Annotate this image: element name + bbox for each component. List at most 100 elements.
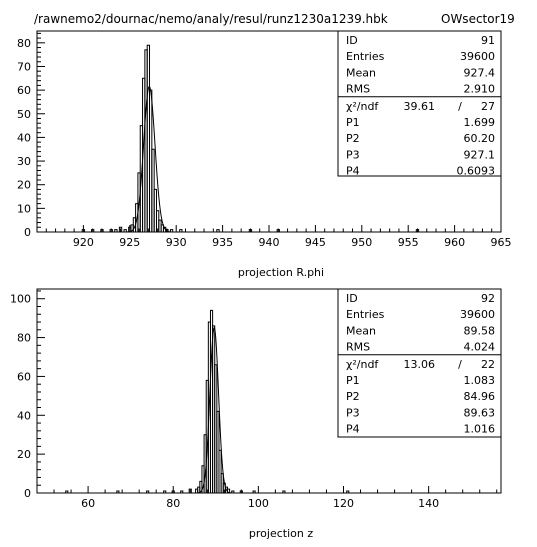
stats-param-value: 89.63 — [464, 406, 496, 419]
stats-chi2-ndf: 27 — [481, 100, 495, 113]
histogram-bin — [109, 229, 113, 232]
y-tick-label: 20 — [17, 448, 31, 461]
stats-chi2-label: χ²/ndf — [346, 358, 379, 371]
stats-param-label: P3 — [346, 406, 360, 419]
x-tick-label: 120 — [333, 497, 354, 510]
stats-rms-value: 4.024 — [464, 341, 496, 354]
y-tick-label: 80 — [17, 332, 31, 345]
stats-entries-value: 39600 — [460, 308, 495, 321]
stats-entries-label: Entries — [346, 308, 385, 321]
stats-param-value: 84.96 — [464, 390, 496, 403]
stats-param-label: P4 — [346, 165, 360, 178]
stats-param-value: 1.016 — [464, 423, 496, 436]
histogram-bin — [163, 490, 167, 493]
x-tick-label: 60 — [81, 497, 95, 510]
histogram-bin — [188, 488, 192, 493]
stats-param-label: P1 — [346, 374, 360, 387]
stats-chi2-label: χ²/ndf — [346, 100, 379, 113]
histogram-bin — [171, 490, 175, 493]
histogram-bin — [415, 229, 420, 232]
x-tick-label: 950 — [351, 236, 372, 249]
histogram-bin — [165, 229, 169, 232]
x-tick-label: 965 — [491, 236, 512, 249]
stats-mean-label: Mean — [346, 324, 376, 337]
stats-param-label: P4 — [346, 423, 360, 436]
x-tick-label: 940 — [259, 236, 280, 249]
stats-rms-value: 2.910 — [464, 83, 496, 96]
y-tick-label: 30 — [17, 155, 31, 168]
histogram-bin — [114, 229, 118, 232]
x-tick-label: 955 — [398, 236, 419, 249]
histogram-bin — [346, 490, 350, 493]
stats-chi2-ndf: 22 — [481, 358, 495, 371]
histogram-bin — [239, 490, 243, 493]
y-tick-label: 40 — [17, 409, 31, 422]
stats-param-value: 0.6093 — [457, 165, 496, 178]
y-tick-label: 80 — [17, 37, 31, 50]
histogram-bin — [216, 229, 220, 232]
stats-param-value: 1.699 — [464, 116, 496, 129]
histogram-bin — [169, 229, 174, 232]
histogram-bin — [276, 229, 280, 232]
stats-param-value: 927.1 — [464, 148, 496, 161]
histogram-bin — [146, 490, 150, 493]
histogram-bin — [231, 490, 235, 493]
x-tick-label: 140 — [418, 497, 439, 510]
x-tick-label: 930 — [166, 236, 187, 249]
histogram-bin — [218, 449, 222, 493]
histogram-bin — [123, 229, 127, 232]
stats-param-value: 60.20 — [464, 132, 496, 145]
histogram-bin — [65, 490, 69, 493]
stats-entries-value: 39600 — [460, 50, 495, 63]
y-tick-label: 100 — [10, 293, 31, 306]
stats-param-label: P2 — [346, 390, 360, 403]
histogram-bin — [252, 490, 256, 493]
histogram-panel-1: 920 925 930 935 940 945 950 955 960 965 0 10 20 30 40 5… — [17, 30, 512, 279]
x-tick-label: 100 — [248, 497, 269, 510]
y-tick-label: 0 — [24, 226, 31, 239]
x-tick-label: 80 — [166, 497, 180, 510]
stats-chi2-value: 39.61 — [404, 100, 436, 113]
stats-rms-label: RMS — [346, 341, 370, 354]
histogram-panel-2: 60 80 100 120 140 0 20 40 60 80 100 projection z ID 9… — [10, 288, 502, 540]
histogram-bin — [91, 229, 95, 232]
histogram-bin — [100, 229, 104, 232]
stats-box-frame — [337, 30, 502, 177]
histogram-bin — [179, 229, 183, 232]
x-axis-label: projection R.phi — [238, 266, 324, 279]
y-tick-label: 20 — [17, 179, 31, 192]
x-tick-label: 960 — [444, 236, 465, 249]
fit-curve — [192, 327, 236, 494]
y-tick-label: 70 — [17, 60, 31, 73]
x-tick-label: 935 — [212, 236, 233, 249]
histogram-bins — [65, 309, 350, 493]
stats-param-value: 1.083 — [464, 374, 496, 387]
stats-id-value: 92 — [481, 292, 495, 305]
stats-box-frame — [337, 288, 502, 438]
y-tick-label: 50 — [17, 108, 31, 121]
x-axis-label: projection z — [249, 527, 313, 540]
x-tick-label: 925 — [119, 236, 140, 249]
file-path-title: /rawnemo2/dournac/nemo/analy/resul/runz1… — [34, 12, 388, 26]
stats-chi2-separator: / — [458, 358, 462, 371]
y-tick-label: 60 — [17, 84, 31, 97]
stats-mean-value: 89.58 — [464, 324, 496, 337]
stats-param-label: P3 — [346, 148, 360, 161]
stats-mean-value: 927.4 — [464, 66, 496, 79]
stats-id-label: ID — [346, 34, 358, 47]
histogram-bin — [282, 490, 286, 493]
stats-param-label: P1 — [346, 116, 360, 129]
stats-rms-label: RMS — [346, 83, 370, 96]
stats-id-label: ID — [346, 292, 358, 305]
x-tick-label: 920 — [73, 236, 94, 249]
stats-mean-label: Mean — [346, 66, 376, 79]
x-tick-label: 945 — [305, 236, 326, 249]
y-tick-label: 40 — [17, 131, 31, 144]
stats-box: ID 91 Entries 39600 Mean 927.4 RMS 2.910 χ²/ndf 3… — [337, 30, 502, 178]
stats-entries-label: Entries — [346, 50, 385, 63]
stats-chi2-value: 13.06 — [404, 358, 436, 371]
fit-curve — [121, 85, 178, 233]
stats-box: ID 92 Entries 39600 Mean 89.58 RMS 4.024 χ²/ndf 1… — [337, 288, 502, 438]
